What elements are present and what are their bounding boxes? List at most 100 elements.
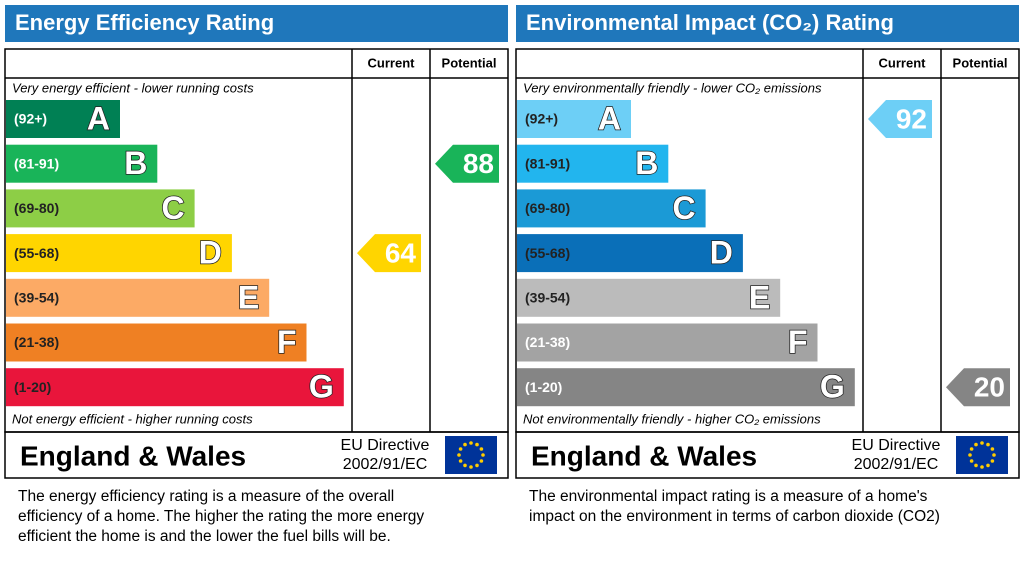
band-letter: F <box>277 324 297 360</box>
band-range: (21-38) <box>525 334 570 350</box>
rating-band <box>517 368 855 407</box>
rating-band <box>6 189 195 228</box>
rating-band <box>517 323 818 362</box>
band-range: (1-20) <box>525 379 562 395</box>
rating-band <box>517 100 631 138</box>
band-range: (81-91) <box>14 155 59 171</box>
eu-star <box>969 447 974 451</box>
eu-star <box>974 463 978 468</box>
band-range: (1-20) <box>14 379 51 395</box>
description: efficiency of a home. The higher the rat… <box>18 508 424 525</box>
band-range: (21-38) <box>14 334 59 350</box>
band-letter: A <box>598 100 621 136</box>
rating-band <box>6 144 158 183</box>
top-note: Very energy efficient - lower running co… <box>12 80 254 95</box>
bottom-note: Not energy efficient - higher running co… <box>12 411 253 426</box>
band-letter: G <box>820 369 845 405</box>
description: efficient the home is and the lower the … <box>18 528 391 545</box>
band-letter: A <box>87 100 110 136</box>
band-range: (39-54) <box>14 290 59 306</box>
description: impact on the environment in terms of ca… <box>529 508 940 525</box>
bottom-note: Not environmentally friendly - higher CO… <box>523 411 821 426</box>
rating-arrow <box>868 100 932 138</box>
eu-star <box>986 463 990 468</box>
rating-panel: Energy Efficiency Rating Current Potential… <box>4 5 509 545</box>
footer-region: England & Wales <box>20 440 246 471</box>
eu-star <box>980 465 984 469</box>
eu-star <box>481 453 485 457</box>
rating-arrow <box>946 368 1010 407</box>
eu-star <box>992 453 996 457</box>
rating-value: 20 <box>974 372 1005 403</box>
eu-star <box>475 463 479 468</box>
description: The energy efficiency rating is a measur… <box>18 488 394 505</box>
panel-title: Environmental Impact (CO₂) Rating <box>526 10 894 35</box>
description: The environmental impact rating is a mea… <box>529 488 928 505</box>
title-bar <box>5 5 508 42</box>
footer-directive: 2002/91/EC <box>343 456 428 473</box>
band-letter: B <box>124 145 147 181</box>
title-bar <box>516 5 1019 42</box>
rating-value: 92 <box>896 103 927 134</box>
rating-band <box>6 368 344 407</box>
rating-band <box>517 189 706 228</box>
band-range: (39-54) <box>525 290 570 306</box>
rating-band <box>517 234 743 273</box>
footer-directive: 2002/91/EC <box>854 456 939 473</box>
band-letter: D <box>710 235 733 271</box>
panel-title: Energy Efficiency Rating <box>15 10 274 35</box>
eu-star <box>968 453 972 457</box>
eu-star <box>458 459 463 463</box>
eu-star <box>990 447 995 451</box>
eu-star <box>479 447 484 451</box>
rating-value: 88 <box>463 148 494 179</box>
rating-band <box>6 100 120 138</box>
rating-arrow <box>357 234 421 273</box>
rating-value: 64 <box>385 237 417 268</box>
footer-directive: EU Directive <box>852 437 941 454</box>
band-letter: E <box>238 279 259 315</box>
column-header: Current <box>368 55 416 70</box>
eu-star <box>475 442 479 447</box>
eu-star <box>974 442 978 447</box>
band-range: (69-80) <box>525 200 570 216</box>
eu-star <box>980 441 984 445</box>
rating-band <box>517 144 669 183</box>
eu-star <box>479 459 484 463</box>
band-letter: C <box>672 190 695 226</box>
band-range: (69-80) <box>14 200 59 216</box>
eu-star <box>986 442 990 447</box>
eu-star <box>469 441 473 445</box>
band-letter: D <box>199 235 222 271</box>
band-range: (92+) <box>14 111 47 127</box>
band-range: (55-68) <box>525 245 570 261</box>
footer-region: England & Wales <box>531 440 757 471</box>
eu-star <box>463 442 467 447</box>
band-letter: F <box>788 324 808 360</box>
band-range: (55-68) <box>14 245 59 261</box>
column-header: Current <box>879 55 927 70</box>
eu-star <box>458 447 463 451</box>
band-letter: G <box>309 369 334 405</box>
eu-star <box>457 453 461 457</box>
band-range: (81-91) <box>525 155 570 171</box>
rating-band <box>6 323 307 362</box>
rating-arrow <box>435 144 499 183</box>
eu-star <box>969 459 974 463</box>
band-range: (92+) <box>525 111 558 127</box>
eu-star <box>463 463 467 468</box>
band-letter: B <box>635 145 658 181</box>
rating-panel: Environmental Impact (CO₂) Rating Current… <box>515 5 1020 525</box>
top-note: Very environmentally friendly - lower CO… <box>523 80 822 95</box>
rating-band <box>6 234 232 273</box>
column-header: Potential <box>953 55 1008 70</box>
rating-band <box>517 278 781 317</box>
band-letter: C <box>161 190 184 226</box>
rating-band <box>6 278 270 317</box>
band-letter: E <box>749 279 770 315</box>
footer-box <box>4 431 509 479</box>
column-header: Potential <box>442 55 497 70</box>
eu-star <box>469 465 473 469</box>
eu-star <box>990 459 995 463</box>
